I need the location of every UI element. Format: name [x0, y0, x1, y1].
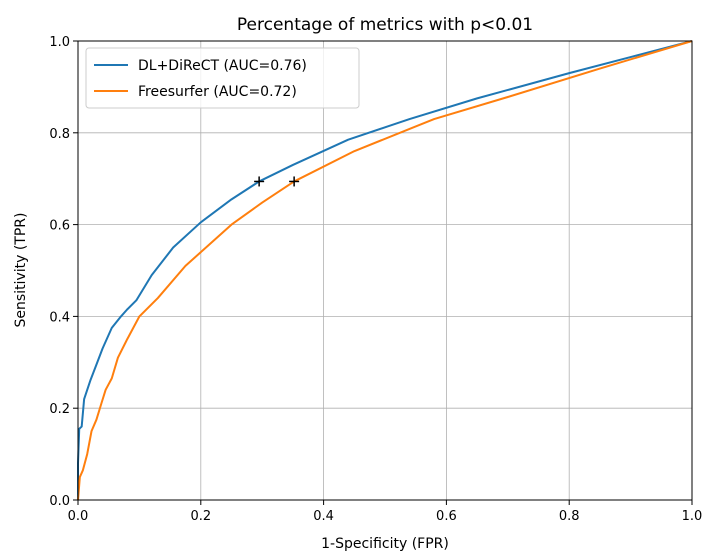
legend-label-freesurfer: Freesurfer (AUC=0.72) — [138, 84, 297, 100]
legend-frame — [85, 47, 360, 109]
y-tick-label-3: 0.6 — [49, 219, 70, 234]
x-tick-label-2: 0.4 — [313, 509, 334, 524]
x-axis-ticks: 0.0 0.2 0.4 0.6 0.8 1.0 — [68, 500, 703, 524]
chart-title: Percentage of metrics with p<0.01 — [237, 15, 533, 35]
series-layer — [77, 40, 693, 501]
x-tick-label-3: 0.6 — [436, 509, 457, 524]
series-line-1 — [77, 40, 693, 501]
grid-lines — [77, 40, 693, 501]
x-tick-label-0: 0.0 — [68, 509, 89, 524]
x-tick-label-4: 0.8 — [559, 509, 580, 524]
y-tick-label-1: 0.2 — [49, 402, 70, 417]
y-tick-label-4: 0.8 — [49, 127, 70, 142]
y-axis-label: Sensitivity (TPR) — [13, 213, 29, 328]
series-line-0 — [77, 40, 693, 500]
marker-layer — [254, 176, 300, 187]
legend: DL+DiReCT (AUC=0.76) Freesurfer (AUC=0.7… — [85, 47, 360, 109]
axes-frame — [77, 40, 693, 501]
operating-point-marker-1 — [289, 176, 300, 187]
legend-label-dl-direct: DL+DiReCT (AUC=0.76) — [138, 58, 307, 74]
x-axis-label: 1-Specificity (FPR) — [321, 536, 449, 551]
x-tick-label-5: 1.0 — [682, 509, 703, 524]
y-tick-label-2: 0.4 — [49, 310, 70, 325]
y-tick-label-0: 0.0 — [49, 494, 70, 509]
operating-point-marker-0 — [254, 176, 265, 187]
x-tick-label-1: 0.2 — [190, 509, 211, 524]
y-tick-label-5: 1.0 — [49, 35, 70, 50]
y-axis-ticks: 0.0 0.2 0.4 0.6 0.8 1.0 — [49, 35, 78, 509]
